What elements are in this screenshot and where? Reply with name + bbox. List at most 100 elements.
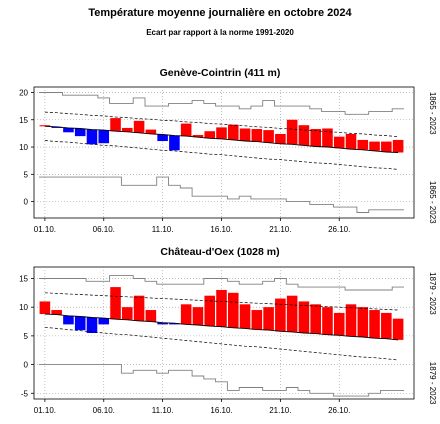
bar-above-norm <box>392 318 404 340</box>
bar-below-norm <box>51 126 62 128</box>
norm-upper-line <box>44 292 399 311</box>
norm-lower-line <box>44 140 399 170</box>
plot-frame <box>33 86 415 219</box>
x-tick-label: 16.10. <box>210 406 232 415</box>
record-period-label-bottom: 1879 - 2023 <box>428 362 437 405</box>
bar-above-norm <box>263 307 274 331</box>
bar-above-norm <box>145 310 157 322</box>
bar-above-norm <box>369 141 380 151</box>
bar-above-norm <box>322 307 333 335</box>
bar-below-norm <box>63 315 74 325</box>
bar-below-norm <box>157 322 168 325</box>
bar-above-norm <box>180 304 192 325</box>
x-tick-label: 11.10. <box>152 225 174 234</box>
bar-above-norm <box>239 128 251 142</box>
bar-above-norm <box>369 310 380 339</box>
bar-below-norm <box>98 130 110 144</box>
bar-above-norm <box>192 135 204 138</box>
norm-mean-line <box>44 313 399 341</box>
chart-title-geneve: Genève-Cointrin (411 m) <box>159 67 281 79</box>
y-tick-label: 15 <box>19 116 28 125</box>
y-tick-label: 10 <box>19 143 28 152</box>
x-tick-label: 26.10. <box>328 406 350 415</box>
bar-below-norm <box>98 318 110 325</box>
bar-above-norm <box>216 289 227 327</box>
bar-above-norm <box>333 136 345 149</box>
chart-title-chateau-doex: Château-d'Oex (1028 m) <box>160 246 280 258</box>
bar-below-norm <box>169 323 180 325</box>
bar-above-norm <box>298 125 310 146</box>
bar-above-norm <box>275 298 286 332</box>
x-tick-label: 06.10. <box>93 225 115 234</box>
bar-above-norm <box>345 304 357 337</box>
bar-above-norm <box>286 295 298 332</box>
bar-above-norm <box>392 139 404 153</box>
record-max-line <box>39 275 404 291</box>
page-title: Température moyenne journalière en octob… <box>88 7 352 19</box>
y-tick-label: 5 <box>24 332 29 341</box>
y-tick-label: -5 <box>21 389 29 398</box>
bar-below-norm <box>86 317 98 333</box>
y-tick-label: 0 <box>24 361 29 370</box>
bar-above-norm <box>322 128 333 148</box>
bar-above-norm <box>357 307 369 338</box>
bar-above-norm <box>227 292 239 328</box>
record-period-label-top: 1865 - 2023 <box>428 92 437 135</box>
bar-above-norm <box>133 120 145 133</box>
bar-above-norm <box>122 127 133 132</box>
bar-above-norm <box>286 119 298 145</box>
bar-below-norm <box>169 135 180 151</box>
bar-below-norm <box>74 128 86 137</box>
bar-above-norm <box>227 124 239 140</box>
bar-above-norm <box>333 312 345 336</box>
bar-above-norm <box>357 139 369 150</box>
x-tick-label: 21.10. <box>269 406 291 415</box>
y-tick-label: 10 <box>19 303 28 312</box>
bar-above-norm <box>310 129 321 147</box>
bar-above-norm <box>180 123 192 137</box>
bar-above-norm <box>298 301 310 333</box>
chart-0: 0 5 10 15 20 01.10. 06.10. 11.10. 16.10. 21.10. 26… <box>19 86 437 234</box>
page-subtitle: Ecart par rapport à la norme 1991-2020 <box>146 28 294 37</box>
bar-above-norm <box>251 310 263 330</box>
x-tick-label: 11.10. <box>152 406 174 415</box>
bar-above-norm <box>216 127 227 139</box>
y-tick-label: 0 <box>24 198 29 207</box>
bar-above-norm <box>39 301 51 315</box>
bar-above-norm <box>239 304 251 329</box>
bar-above-norm <box>275 133 286 144</box>
bar-above-norm <box>204 131 216 139</box>
plot-frame <box>33 266 415 400</box>
record-period-label-bottom: 1865 - 2023 <box>428 181 437 224</box>
bar-above-norm <box>251 129 263 142</box>
bar-below-norm <box>157 134 168 142</box>
record-min-line <box>39 176 404 213</box>
x-tick-label: 01.10. <box>34 225 56 234</box>
bar-above-norm <box>204 295 216 327</box>
record-min-line <box>39 364 404 397</box>
x-tick-label: 21.10. <box>269 225 291 234</box>
y-tick-label: 15 <box>19 274 28 283</box>
norm-mean-line <box>44 125 399 153</box>
bar-above-norm <box>110 287 121 320</box>
x-tick-label: 01.10. <box>34 406 56 415</box>
bar-above-norm <box>345 133 357 150</box>
bar-below-norm <box>74 316 86 331</box>
bar-above-norm <box>310 304 321 334</box>
y-tick-label: 20 <box>19 88 28 97</box>
bar-above-norm <box>381 141 392 152</box>
bar-above-norm <box>192 307 204 325</box>
bar-above-norm <box>263 130 274 143</box>
bar-above-norm <box>51 310 62 315</box>
record-period-label-top: 1879 - 2023 <box>428 272 437 315</box>
bar-above-norm <box>122 307 133 320</box>
bar-above-norm <box>145 129 157 134</box>
y-tick-label: 5 <box>24 170 29 179</box>
x-tick-label: 06.10. <box>93 406 115 415</box>
bar-below-norm <box>63 127 74 133</box>
bar-above-norm <box>133 295 145 321</box>
bar-above-norm <box>110 118 121 132</box>
norm-upper-line <box>44 111 399 138</box>
x-tick-label: 16.10. <box>210 225 232 234</box>
